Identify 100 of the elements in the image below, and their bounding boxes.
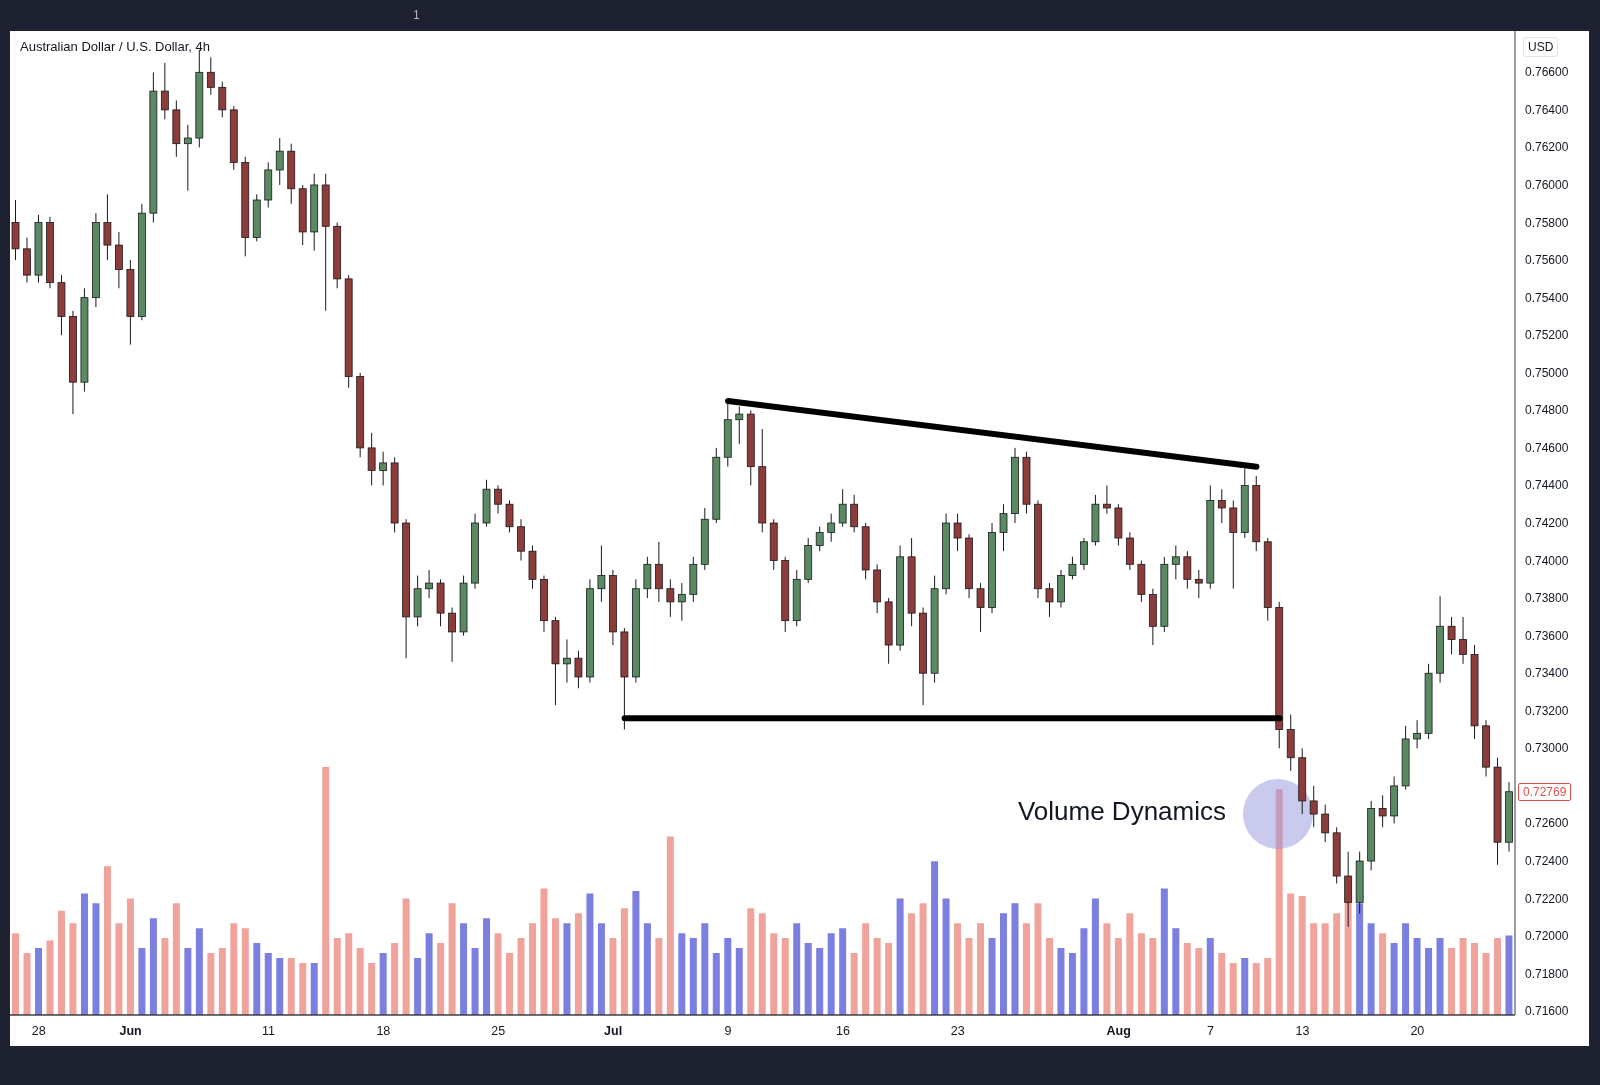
bar (563, 923, 571, 1015)
bar (678, 933, 686, 1015)
candlestick (666, 578, 675, 618)
text: 0.72769 (1518, 782, 1572, 801)
bar (1436, 938, 1444, 1015)
bar (1172, 928, 1180, 1015)
y-tick-label: 0.74000 (1525, 553, 1569, 568)
bar (655, 938, 663, 1015)
candlestick (505, 499, 514, 533)
bar (632, 891, 640, 1015)
bar (816, 948, 824, 1015)
candlestick (1103, 484, 1111, 515)
y-tick-label: 0.76600 (1525, 65, 1569, 80)
candlestick (597, 545, 606, 603)
candlestick (850, 494, 859, 533)
bar (1264, 957, 1272, 1015)
bar (195, 928, 203, 1015)
bar (1080, 928, 1088, 1015)
bar (1022, 923, 1030, 1015)
bar (287, 957, 295, 1015)
bar (437, 943, 445, 1015)
bar (919, 903, 927, 1015)
bar (425, 933, 433, 1015)
bar (1149, 938, 1157, 1015)
bar (345, 933, 353, 1015)
candlestick (1194, 569, 1203, 599)
bar (827, 933, 835, 1015)
y-tick-label: 0.74400 (1525, 478, 1569, 493)
bar (253, 943, 261, 1015)
bar (540, 888, 548, 1015)
bar (758, 913, 766, 1015)
x-tick-label: Aug (1106, 1024, 1131, 1038)
bar (1045, 938, 1053, 1015)
bar (1218, 953, 1226, 1015)
bar (322, 767, 330, 1015)
candlestick (1413, 719, 1421, 749)
bar (1195, 948, 1203, 1015)
bar (1160, 888, 1168, 1015)
candlestick (1378, 794, 1387, 828)
bar (368, 962, 376, 1015)
bar (896, 898, 904, 1015)
bar (931, 861, 939, 1015)
bar (1505, 935, 1513, 1015)
candlestick (838, 488, 847, 528)
bar (115, 923, 123, 1015)
bar (988, 938, 996, 1015)
bar (724, 938, 732, 1015)
x-tick-label: 20 (1410, 1024, 1425, 1038)
bar (643, 923, 651, 1015)
bar (1321, 923, 1329, 1015)
bar (506, 953, 514, 1015)
bar (1011, 903, 1019, 1015)
y-axis-title: USD (1523, 37, 1559, 57)
bar (69, 923, 77, 1015)
candlestick (563, 638, 571, 684)
candlestick (379, 451, 388, 486)
bar (356, 948, 364, 1015)
y-tick-label: 0.73200 (1525, 703, 1569, 718)
bar (1126, 913, 1134, 1015)
bar (1413, 938, 1421, 1015)
y-tick-label: 0.72000 (1525, 929, 1569, 944)
bar (735, 948, 743, 1015)
bar (517, 938, 525, 1015)
bar (1137, 933, 1145, 1015)
y-tick-label: 0.74200 (1525, 516, 1569, 530)
y-tick-label: 0.72600 (1525, 816, 1569, 831)
bar (689, 938, 697, 1015)
candlestick (1080, 537, 1088, 571)
candlestick (1447, 616, 1456, 655)
bar (942, 898, 950, 1015)
bar (1367, 923, 1375, 1015)
bar (1183, 943, 1191, 1015)
bar (460, 923, 468, 1015)
x-tick-label: 9 (724, 1024, 732, 1038)
bar (161, 938, 169, 1015)
x-tick-label: 18 (376, 1024, 391, 1038)
bar (873, 938, 881, 1015)
text: 1 (413, 8, 420, 22)
bar (483, 918, 491, 1015)
candlestick (1045, 582, 1054, 618)
candlestick (275, 137, 284, 186)
bar (379, 953, 387, 1015)
bar (23, 953, 31, 1015)
bar (218, 948, 226, 1015)
bar (149, 918, 157, 1015)
candlestick (1321, 804, 1330, 843)
candlestick (1217, 488, 1226, 524)
y-tick-label: 0.73000 (1525, 741, 1569, 756)
bar (1310, 923, 1318, 1015)
y-tick-label: 0.75800 (1525, 215, 1569, 230)
candlestick (206, 56, 215, 96)
bar (1482, 953, 1490, 1015)
candlestick (448, 607, 456, 663)
bar (1448, 948, 1456, 1015)
y-tick-label: 0.74800 (1525, 403, 1569, 418)
bar (781, 938, 789, 1015)
bar (138, 948, 146, 1015)
candlestick (183, 124, 192, 192)
bar (839, 928, 847, 1015)
bar (1206, 938, 1214, 1015)
